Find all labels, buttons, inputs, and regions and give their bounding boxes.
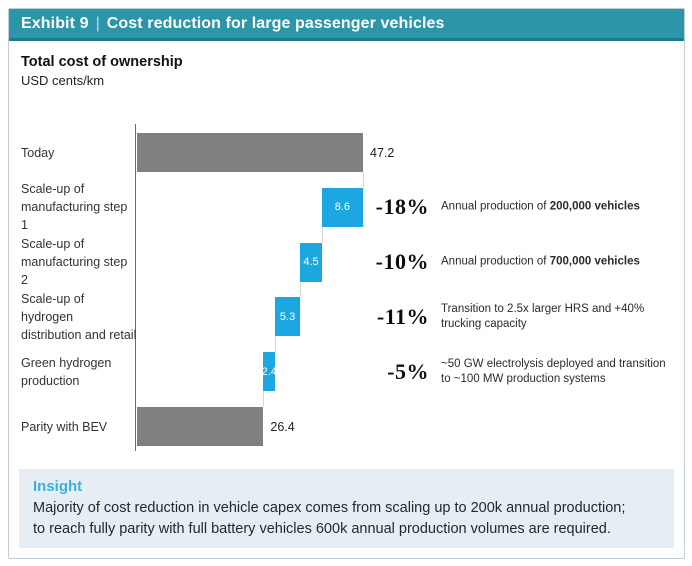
annotation-line: trucking capacity [441, 317, 644, 332]
exhibit-label: Exhibit 9 [21, 14, 89, 32]
category-label-line: Scale-up of [21, 182, 85, 197]
category-label: Scale-up of manufacturing step 1 [21, 180, 137, 234]
chart-axis-line [135, 124, 136, 451]
category-label-line: Today [21, 145, 55, 160]
annotation-text: Transition to 2.5x larger HRS and +40% [441, 302, 645, 315]
annotation-line: to ~100 MW production systems [441, 372, 666, 387]
header-separator: | [95, 14, 100, 32]
category-label-line: production [21, 373, 80, 388]
category-label: Parity with BEV [21, 418, 137, 436]
bar-value-label: 26.4 [270, 419, 295, 434]
waterfall-bar: 5.3 [274, 297, 301, 337]
category-label-line: manufacturing step 1 [21, 200, 128, 233]
category-label-line: Parity with BEV [21, 419, 108, 434]
annotation: Annual production of 700,000 vehicles [441, 255, 640, 270]
connector-line [363, 172, 364, 188]
annotation-text: Annual production of [441, 255, 550, 268]
waterfall-bar: 2.4 [261, 352, 277, 392]
insight-box: Insight Majority of cost reduction in ve… [19, 469, 674, 548]
exhibit-header-band: Exhibit 9 | Cost reduction for large pas… [9, 9, 684, 41]
connector-line [274, 336, 276, 353]
annotation-text: trucking capacity [441, 317, 527, 330]
pct-reduction-label: -10% [375, 249, 429, 275]
category-label-line: Green hydrogen [21, 355, 112, 370]
connector-line [321, 226, 323, 243]
insight-heading: Insight [33, 478, 83, 495]
exhibit-frame: Exhibit 9 | Cost reduction for large pas… [8, 8, 685, 559]
chart-title-block: Total cost of ownership USD cents/km [21, 54, 183, 88]
waterfall-bar: 8.6 [321, 187, 363, 227]
chart-title: Total cost of ownership [21, 54, 183, 70]
bar-value-label: 2.4 [261, 365, 277, 378]
category-label: Scale-up of hydrogen distribution and ret… [21, 290, 137, 344]
annotation-text: Annual production of [441, 200, 550, 213]
exhibit-title: Cost reduction for large passenger vehic… [106, 14, 445, 32]
annotation-line: Annual production of 200,000 vehicles [441, 200, 640, 215]
insight-line: Majority of cost reduction in vehicle ca… [33, 500, 626, 516]
connector-line [300, 281, 302, 298]
annotation-text: 700,000 vehicles [549, 255, 640, 268]
category-label-line: Scale-up of [21, 237, 85, 252]
annotation: ~50 GW electrolysis deployed and transit… [441, 357, 666, 387]
category-label: Green hydrogen production [21, 354, 137, 390]
annotation-text: ~50 GW electrolysis deployed and transit… [441, 357, 666, 370]
insight-body: Majority of cost reduction in vehicle ca… [33, 498, 660, 540]
annotation-text: to ~100 MW production systems [441, 372, 606, 385]
category-label: Today [21, 144, 137, 162]
annotation: Annual production of 200,000 vehicles [441, 200, 640, 215]
annotation: Transition to 2.5x larger HRS and +40% tr… [441, 302, 644, 332]
bar-value-label: 4.5 [303, 256, 319, 269]
category-label-line: manufacturing step 2 [21, 255, 128, 288]
annotation-line: Transition to 2.5x larger HRS and +40% [441, 302, 644, 317]
pct-reduction-label: -11% [376, 303, 429, 329]
category-label-line: distribution and retail [21, 327, 137, 342]
waterfall-bar [137, 407, 264, 446]
waterfall-bar: 4.5 [300, 242, 322, 282]
chart-unit: USD cents/km [21, 73, 105, 88]
annotation-line: Annual production of 700,000 vehicles [441, 255, 640, 270]
insight-line: to reach fully parity with full battery … [33, 521, 611, 537]
pct-reduction-label: -5% [387, 358, 429, 384]
chart-area: Today 47.2 Scale-up of manufacturing step 1… [9, 9, 684, 558]
category-label: Scale-up of manufacturing step 2 [21, 235, 137, 289]
category-label-line: Scale-up of hydrogen [21, 291, 85, 324]
bar-value-label: 8.6 [334, 201, 351, 214]
bar-value-label: 5.3 [279, 310, 296, 323]
pct-reduction-label: -18% [375, 194, 429, 220]
annotation-line: ~50 GW electrolysis deployed and transit… [441, 357, 666, 372]
annotation-text: 200,000 vehicles [549, 200, 640, 213]
waterfall-bar [137, 133, 363, 172]
bar-value-label: 47.2 [370, 145, 395, 160]
connector-line [263, 391, 265, 407]
